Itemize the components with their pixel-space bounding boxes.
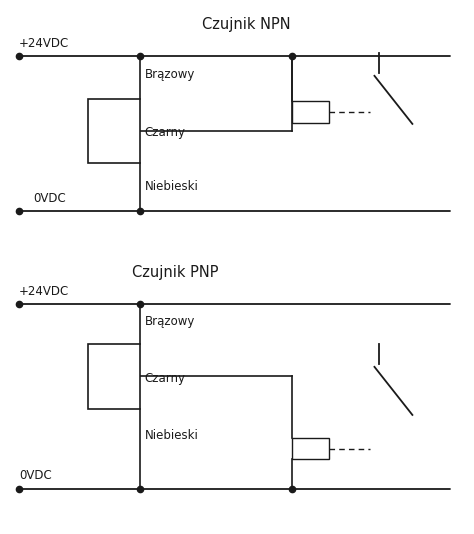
Text: +24VDC: +24VDC <box>19 285 69 298</box>
Text: +24VDC: +24VDC <box>19 37 69 50</box>
Text: Rel2: Rel2 <box>298 444 323 453</box>
Text: Czarny: Czarny <box>145 126 185 139</box>
Text: Niebieski: Niebieski <box>145 429 199 442</box>
Text: Brązowy: Brązowy <box>145 315 195 328</box>
Text: 0VDC: 0VDC <box>33 192 66 205</box>
Text: Czarny: Czarny <box>145 372 185 384</box>
Bar <box>292 101 329 123</box>
Bar <box>88 344 140 409</box>
Bar <box>292 438 329 459</box>
Text: Niebieski: Niebieski <box>145 180 199 193</box>
Text: 0VDC: 0VDC <box>19 469 52 482</box>
Text: Czujnik PNP: Czujnik PNP <box>132 265 219 280</box>
Text: Czujnik NPN: Czujnik NPN <box>202 17 291 32</box>
Text: Rel1: Rel1 <box>298 107 323 117</box>
Bar <box>88 99 140 163</box>
Text: Brązowy: Brązowy <box>145 68 195 81</box>
